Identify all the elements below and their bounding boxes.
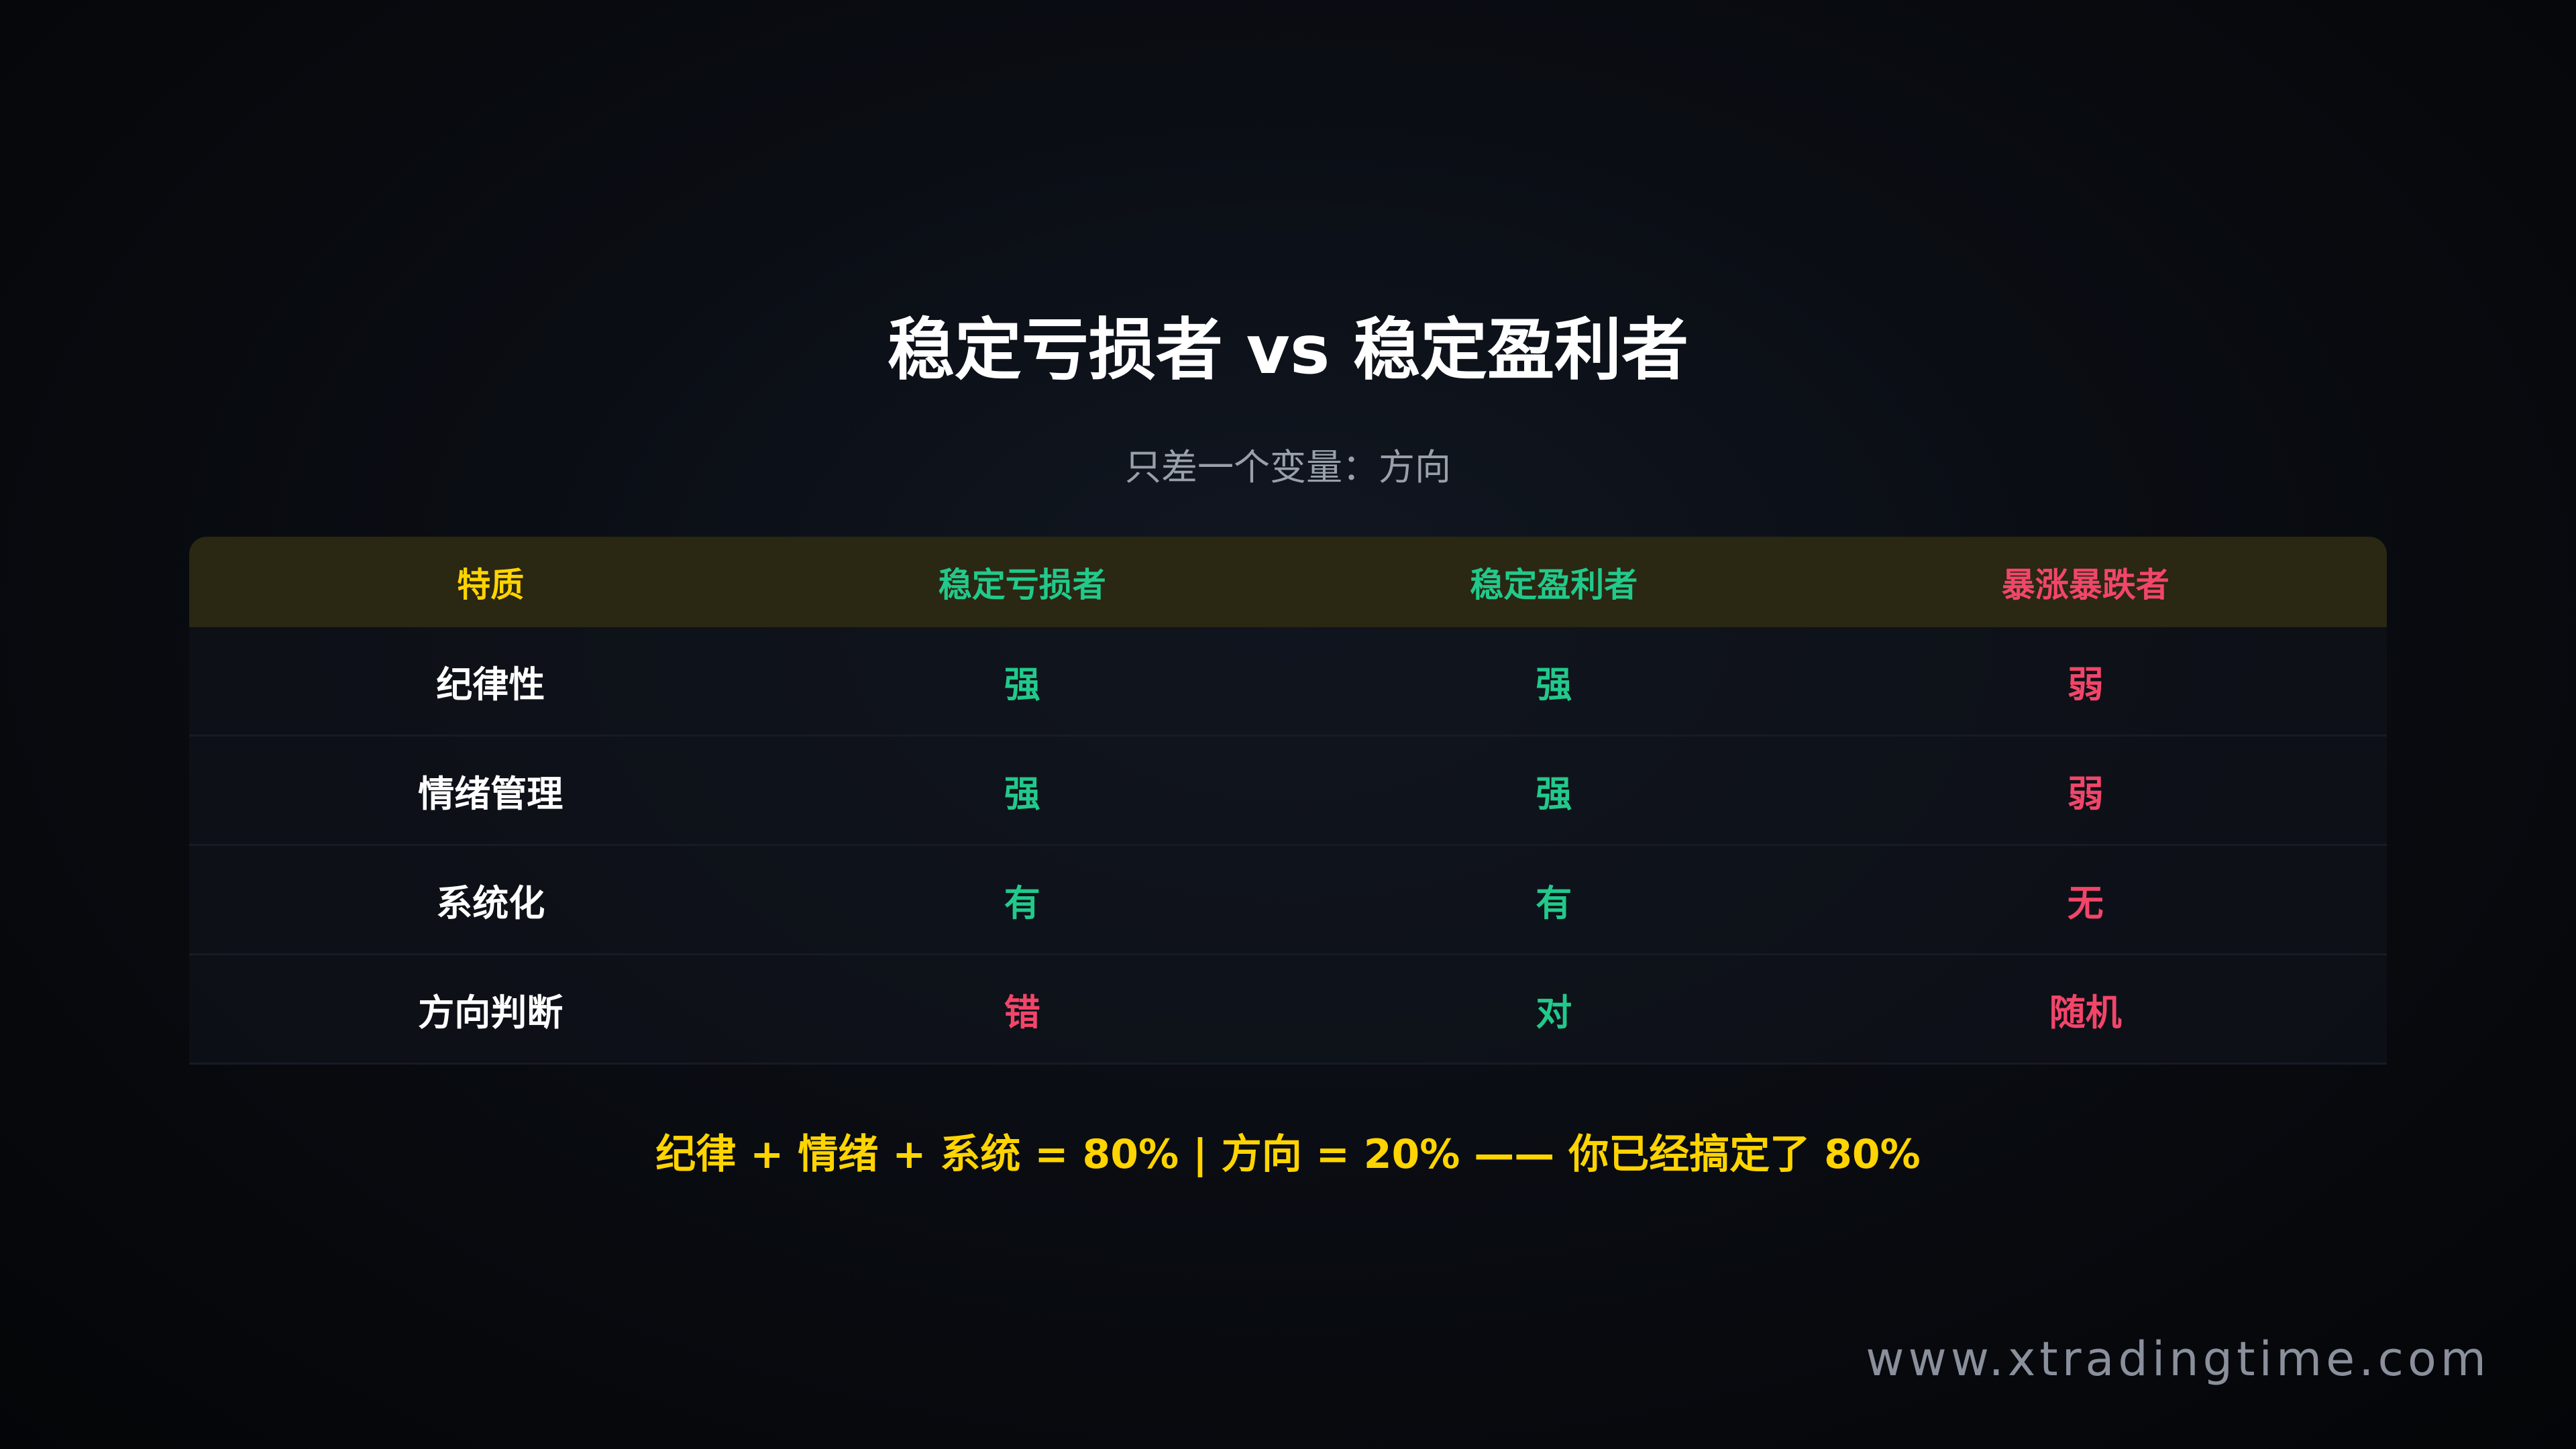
table-row: 方向判断 错 对 随机: [189, 955, 2387, 1065]
trait-value: 强: [1536, 663, 1572, 706]
trait-label: 系统化: [436, 881, 545, 924]
trait-value: 强: [1004, 663, 1040, 706]
trait-value: 有: [1536, 881, 1572, 924]
trait-value: 强: [1004, 772, 1040, 815]
trait-value: 有: [1004, 881, 1040, 924]
trait-value: 强: [1536, 772, 1572, 815]
table-header-cell: 特质: [457, 565, 525, 604]
trait-label: 纪律性: [436, 663, 545, 706]
trait-label: 情绪管理: [418, 772, 564, 815]
table-header-cell: 稳定盈利者: [1470, 565, 1638, 604]
page-title: 稳定亏损者 vs 稳定盈利者: [887, 311, 1689, 389]
trait-value: 弱: [2067, 663, 2104, 706]
watermark: www.xtradingtime.com: [1866, 1332, 2490, 1387]
trait-value: 错: [1004, 991, 1040, 1034]
comparison-table: 特质 稳定亏损者 稳定盈利者 暴涨暴跌者 纪律性强强弱情绪管理强强弱系统化有有无方向判…: [189, 537, 2387, 1065]
trait-label: 方向判断: [418, 991, 564, 1034]
summary-footer: 纪律 + 情绪 + 系统 = 80% | 方向 = 20% —— 你已经搞定了 …: [655, 1131, 1921, 1178]
table-header-cell: 稳定亏损者: [938, 565, 1106, 604]
trait-value: 无: [2067, 881, 2104, 924]
table-header-row: 特质 稳定亏损者 稳定盈利者 暴涨暴跌者: [189, 537, 2387, 627]
table-row: 纪律性 强 强 弱: [189, 627, 2387, 737]
trait-value: 随机: [2049, 991, 2122, 1034]
table-header-cell: 暴涨暴跌者: [2001, 565, 2169, 604]
trait-value: 对: [1536, 991, 1572, 1034]
table-row: 情绪管理 强 强 弱: [189, 737, 2387, 846]
page-subtitle: 只差一个变量：方向: [1125, 446, 1451, 488]
trait-value: 弱: [2067, 772, 2104, 815]
table-row: 系统化 有 有 无: [189, 846, 2387, 955]
